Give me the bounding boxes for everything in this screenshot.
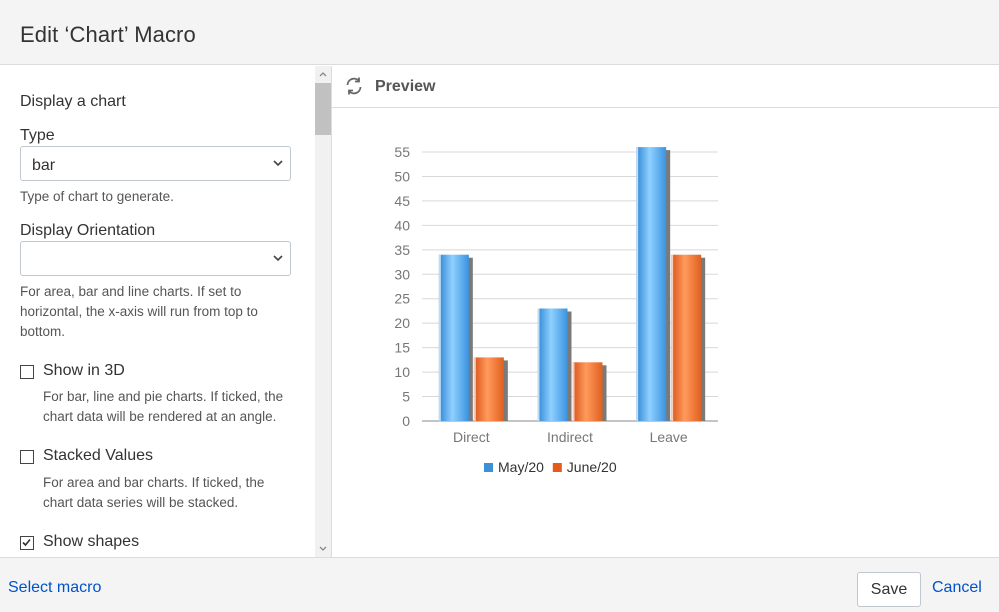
stacked-checkbox[interactable] <box>20 450 34 464</box>
bar-highlight <box>572 362 575 421</box>
bar-shadow <box>700 257 706 421</box>
x-tick-label: Leave <box>650 429 688 445</box>
chevron-down-icon <box>272 250 284 266</box>
bar-highlight <box>438 254 441 421</box>
dialog-header: Edit ‘Chart’ Macro <box>0 0 999 65</box>
bar-shadow <box>566 311 572 421</box>
type-label: Type <box>20 127 55 144</box>
bar[interactable] <box>671 254 702 421</box>
dialog-title: Edit ‘Chart’ Macro <box>20 22 196 47</box>
dialog-footer: Select macro Save Cancel <box>0 557 999 612</box>
x-tick-label: Direct <box>453 429 490 445</box>
cancel-link[interactable]: Cancel <box>932 579 982 596</box>
type-help: Type of chart to generate. <box>20 189 174 204</box>
type-select[interactable]: bar <box>20 146 291 181</box>
y-tick-label: 40 <box>394 217 410 233</box>
panel-divider <box>331 66 332 557</box>
bar-shadow <box>601 365 607 421</box>
y-tick-label: 20 <box>394 315 410 331</box>
section-title: Display a chart <box>20 93 126 110</box>
checkmark-icon <box>22 538 31 547</box>
legend-label: May/20 <box>498 459 544 475</box>
y-tick-label: 55 <box>394 144 410 160</box>
y-tick-label: 10 <box>394 364 410 380</box>
legend-label: June/20 <box>567 459 617 475</box>
bar-highlight <box>473 357 476 421</box>
show-3d-label: Show in 3D <box>43 362 125 379</box>
x-tick-label: Indirect <box>547 429 593 445</box>
orientation-select[interactable] <box>20 241 291 276</box>
preview-header: Preview <box>332 66 999 108</box>
y-tick-label: 5 <box>402 389 410 405</box>
preview-title: Preview <box>375 78 436 95</box>
y-tick-label: 45 <box>394 193 410 209</box>
legend-swatch <box>552 463 562 472</box>
show-shapes-label: Show shapes <box>43 533 140 550</box>
scrollbar-thumb[interactable] <box>315 83 331 135</box>
bar-highlight <box>537 308 540 421</box>
bar-shadow <box>467 257 473 421</box>
type-select-value: bar <box>32 157 56 174</box>
y-tick-label: 35 <box>394 242 410 258</box>
legend-swatch <box>484 463 493 472</box>
bar[interactable] <box>473 357 504 421</box>
y-tick-label: 50 <box>394 168 410 184</box>
bar-shadow <box>665 150 671 422</box>
refresh-icon[interactable] <box>344 76 364 96</box>
bar[interactable] <box>438 254 469 421</box>
preview-panel: Preview 0 5 10 15 20 25 30 35 40 45 50 55 Direct Indi… <box>332 66 999 557</box>
bar-highlight <box>671 254 674 421</box>
chevron-down-icon <box>272 155 284 171</box>
show-3d-checkbox[interactable] <box>20 365 34 379</box>
y-tick-label: 0 <box>402 413 410 429</box>
y-tick-label: 25 <box>394 291 410 307</box>
show-shapes-checkbox[interactable] <box>20 536 34 550</box>
bar-shadow <box>502 360 508 421</box>
save-button[interactable]: Save <box>857 572 921 607</box>
show-3d-help: For bar, line and pie charts. If ticked,… <box>43 389 284 424</box>
y-tick-label: 15 <box>394 340 410 356</box>
select-macro-link[interactable]: Select macro <box>8 579 102 596</box>
stacked-label: Stacked Values <box>43 447 153 464</box>
settings-scrollbar[interactable] <box>315 66 331 557</box>
bar[interactable] <box>636 147 667 422</box>
orientation-help: For area, bar and line charts. If set to… <box>20 284 258 339</box>
bar-chart: 0 5 10 15 20 25 30 35 40 45 50 55 Direct Indirect Leav… <box>394 144 718 475</box>
bar[interactable] <box>572 362 603 421</box>
bar-highlight <box>636 147 639 422</box>
settings-panel: Display a chart Type bar Type of chart t… <box>0 66 315 557</box>
y-tick-label: 30 <box>394 266 410 282</box>
stacked-help: For area and bar charts. If ticked, the … <box>43 475 265 510</box>
orientation-label: Display Orientation <box>20 222 156 239</box>
bar[interactable] <box>537 308 568 421</box>
scroll-up-icon[interactable] <box>315 68 331 80</box>
scroll-down-icon[interactable] <box>315 543 331 555</box>
